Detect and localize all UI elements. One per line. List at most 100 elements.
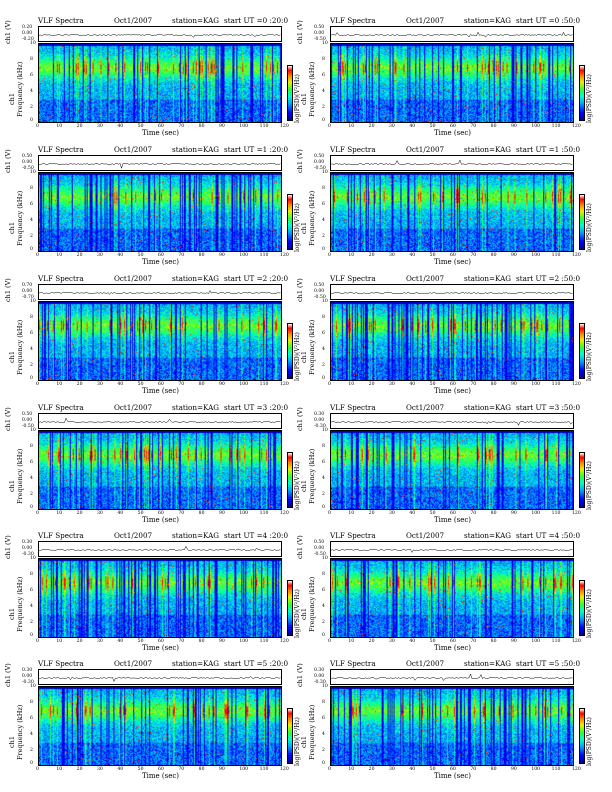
channel-label: ch1 xyxy=(8,222,16,234)
frequency-tick-label: 6 xyxy=(322,73,325,78)
frequency-tick-label: 0 xyxy=(322,761,325,766)
frequency-tick-label: 2 xyxy=(322,620,325,625)
time-tick-label: 30 xyxy=(389,253,395,258)
time-tick-label: 70 xyxy=(470,511,477,516)
frequency-tick-label: 0 xyxy=(30,376,33,381)
time-tick-label: 50 xyxy=(429,124,436,129)
time-tick-label: 110 xyxy=(259,382,269,387)
time-axis-label: Time (sec) xyxy=(142,258,180,266)
frequency-tick-label: 8 xyxy=(30,700,33,705)
waveform-line xyxy=(38,33,281,38)
frequency-tick-label: 6 xyxy=(30,331,33,336)
time-tick-label: 50 xyxy=(429,639,436,644)
channel-label: ch1 xyxy=(8,736,16,748)
colorbar-label: log(PSD)(V²/Hz) xyxy=(586,332,593,381)
strip-axis-label: ch1 (V) xyxy=(296,149,304,173)
time-axis-label: Time (sec) xyxy=(434,644,472,652)
time-tick-label: 60 xyxy=(158,382,164,387)
frequency-tick-label: 6 xyxy=(322,202,325,207)
time-tick-label: 120 xyxy=(280,253,289,258)
strip-axis-label: ch1 (V) xyxy=(296,278,304,302)
frequency-tick-label: 2 xyxy=(30,363,33,368)
panel-title-row: VLF Spectra Oct1/2007 station=KAG start UT … xyxy=(38,531,300,541)
waveform-line xyxy=(330,420,573,426)
waveform-trace xyxy=(38,162,281,170)
strip-tick-label: 0.00 xyxy=(314,289,325,294)
time-tick-label: 90 xyxy=(511,124,517,129)
time-tick-label: 70 xyxy=(470,767,477,772)
time-tick-label: 70 xyxy=(178,124,185,129)
spectrogram-image xyxy=(38,558,282,638)
strip-tick-label: -0.50 xyxy=(314,37,326,42)
time-tick-label: 0 xyxy=(36,253,39,258)
strip-tick-label: -0.30 xyxy=(22,552,34,557)
frequency-tick-label: 10 xyxy=(322,170,328,175)
channel-label: ch1 xyxy=(8,351,16,363)
time-tick-label: 90 xyxy=(511,253,517,258)
time-tick-label: 100 xyxy=(531,639,541,644)
waveform-strip xyxy=(38,155,282,171)
time-tick-label: 100 xyxy=(531,124,541,129)
frequency-tick-label: 10 xyxy=(322,299,328,304)
time-axis-label: Time (sec) xyxy=(434,516,472,524)
time-tick-label: 100 xyxy=(531,767,541,772)
strip-tick-label: 0.30 xyxy=(314,412,325,417)
time-tick-label: 50 xyxy=(137,382,144,387)
time-tick-label: 80 xyxy=(198,124,205,129)
frequency-tick-label: 10 xyxy=(322,684,328,689)
time-tick-label: 90 xyxy=(219,767,225,772)
frequency-tick-label: 0 xyxy=(322,633,325,638)
time-tick-label: 40 xyxy=(117,639,124,644)
time-tick-label: 120 xyxy=(280,767,289,772)
time-axis-label: Time (sec) xyxy=(142,387,180,395)
spectrogram-canvas xyxy=(331,173,573,251)
panel-start-time: start UT =5 :20:0 xyxy=(224,659,289,668)
time-tick-label: 90 xyxy=(219,511,225,516)
time-tick-label: 110 xyxy=(259,767,269,772)
waveform-strip xyxy=(330,413,574,429)
strip-tick-label: 0.50 xyxy=(314,283,325,288)
spectrogram-image xyxy=(38,430,282,510)
strip-axis-label: ch1 (V) xyxy=(4,407,12,431)
frequency-tick-label: 0 xyxy=(30,633,33,638)
time-tick-label: 40 xyxy=(409,253,416,258)
time-tick-label: 80 xyxy=(490,767,497,772)
waveform-strip xyxy=(330,26,574,42)
panel-date: Oct1/2007 xyxy=(406,659,445,668)
time-tick-label: 80 xyxy=(490,124,497,129)
time-tick-label: 50 xyxy=(429,382,436,387)
panel-title-row: VLF Spectra Oct1/2007 station=KAG start UT … xyxy=(330,531,592,541)
time-tick-label: 60 xyxy=(450,639,456,644)
strip-tick-label: 0.50 xyxy=(314,154,325,159)
frequency-tick-label: 2 xyxy=(30,234,33,239)
panel-date: Oct1/2007 xyxy=(114,145,153,154)
time-tick-label: 120 xyxy=(280,124,289,129)
time-tick-label: 50 xyxy=(429,253,436,258)
colorbar xyxy=(579,194,585,250)
strip-tick-label: 0.50 xyxy=(22,412,33,417)
time-tick-label: 40 xyxy=(409,382,416,387)
time-tick-label: 10 xyxy=(56,767,63,772)
spectrogram-panel: VLF Spectra Oct1/2007 station=KAG start UT … xyxy=(292,403,593,531)
time-tick-label: 50 xyxy=(137,511,144,516)
time-tick-label: 110 xyxy=(259,639,269,644)
panel-start-time: start UT =1 :20:0 xyxy=(224,145,289,154)
time-tick-label: 70 xyxy=(178,511,185,516)
time-tick-label: 10 xyxy=(56,253,63,258)
strip-tick-label: 0.00 xyxy=(22,418,33,423)
frequency-tick-label: 6 xyxy=(30,202,33,207)
time-axis-label: Time (sec) xyxy=(434,129,472,137)
panel-title-row: VLF Spectra Oct1/2007 station=KAG start UT … xyxy=(330,145,592,155)
channel-label: ch1 xyxy=(300,480,308,492)
time-tick-label: 80 xyxy=(490,639,497,644)
waveform-trace xyxy=(38,676,281,683)
waveform-line xyxy=(330,159,573,166)
spectrogram-canvas xyxy=(39,173,281,251)
time-tick-label: 80 xyxy=(490,382,497,387)
time-tick-label: 90 xyxy=(219,253,225,258)
waveform-strip xyxy=(38,284,282,300)
time-tick-label: 120 xyxy=(572,253,581,258)
strip-axis-label: ch1 (V) xyxy=(4,278,12,302)
frequency-tick-label: 4 xyxy=(30,732,33,737)
